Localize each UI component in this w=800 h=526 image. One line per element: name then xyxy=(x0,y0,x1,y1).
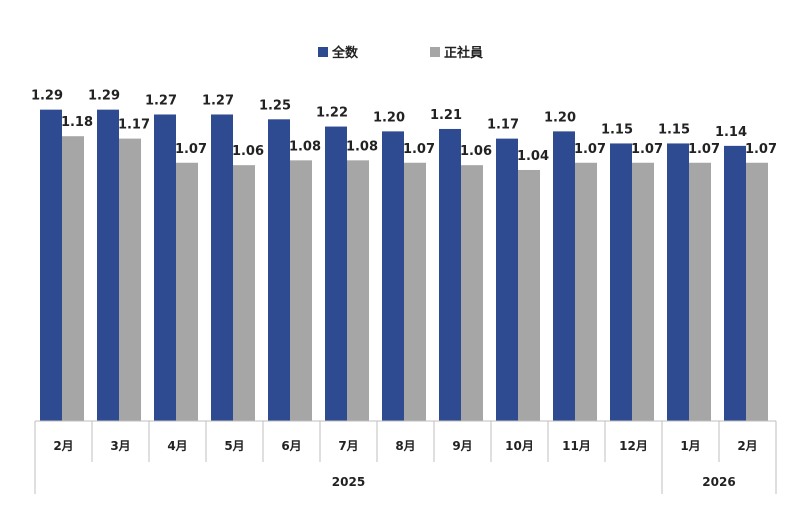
data-label-all: 1.22 xyxy=(316,106,348,121)
bars xyxy=(40,109,768,421)
x-tick-label: 7月 xyxy=(338,439,358,453)
bar-all xyxy=(382,131,404,421)
x-tick-label: 5月 xyxy=(224,439,244,453)
bar-all xyxy=(154,114,176,421)
bar-all xyxy=(667,143,689,421)
year-label: 2026 xyxy=(702,475,735,489)
bar-labels: 1.29 1.18 1.29 1.17 1.27 1.07 1.27 1.06 1.25 1.08… xyxy=(31,89,777,164)
bar-regular xyxy=(461,165,483,421)
data-label-all: 1.15 xyxy=(601,122,633,137)
bar-regular xyxy=(62,136,84,421)
data-label-all: 1.20 xyxy=(544,110,576,125)
bar-regular xyxy=(575,162,597,421)
data-label-all: 1.21 xyxy=(430,108,462,123)
bar-regular xyxy=(632,162,654,421)
bar-regular xyxy=(119,138,141,421)
data-label-regular: 1.07 xyxy=(403,142,435,157)
legend-item-all: 全数 xyxy=(318,45,359,61)
data-label-regular: 1.07 xyxy=(688,142,720,157)
bar-all xyxy=(97,109,119,421)
year-label: 2025 xyxy=(332,475,365,489)
data-label-all: 1.17 xyxy=(487,118,519,133)
data-label-all: 1.27 xyxy=(145,93,177,108)
bar-all xyxy=(40,109,62,421)
data-label-all: 1.25 xyxy=(259,98,291,113)
legend-label-regular: 正社員 xyxy=(444,45,483,61)
bar-all xyxy=(610,143,632,421)
bar-regular xyxy=(290,160,312,421)
x-tick-label: 8月 xyxy=(395,439,415,453)
legend: 全数 正社員 xyxy=(318,45,483,61)
data-label-all: 1.29 xyxy=(88,89,120,104)
bar-regular xyxy=(746,162,768,421)
legend-item-regular: 正社員 xyxy=(430,45,483,61)
data-label-all: 1.15 xyxy=(658,122,690,137)
bar-all xyxy=(439,128,461,421)
data-label-regular: 1.06 xyxy=(232,144,264,159)
legend-swatch-regular xyxy=(430,47,440,57)
data-label-regular: 1.18 xyxy=(61,115,93,130)
data-label-regular: 1.07 xyxy=(631,142,663,157)
data-label-all: 1.14 xyxy=(715,125,747,140)
bar-regular xyxy=(233,165,255,421)
x-tick-label: 6月 xyxy=(281,439,301,453)
bar-all xyxy=(211,114,233,421)
bar-regular xyxy=(347,160,369,421)
legend-swatch-all xyxy=(318,47,328,57)
data-label-all: 1.20 xyxy=(373,110,405,125)
x-axis: 2月 3月 4月 5月 6月 7月 8月 9月 10月 11月 12月 1月 2月 2025 2026 xyxy=(34,420,777,494)
bar-regular xyxy=(689,162,711,421)
bar-all xyxy=(553,131,575,421)
x-tick-label: 10月 xyxy=(505,439,534,453)
x-tick-label: 9月 xyxy=(452,439,472,453)
data-label-all: 1.29 xyxy=(31,89,63,104)
data-label-regular: 1.08 xyxy=(289,139,321,154)
data-label-regular: 1.07 xyxy=(574,142,606,157)
data-label-regular: 1.07 xyxy=(745,142,777,157)
bar-all xyxy=(268,119,290,421)
x-tick-label: 4月 xyxy=(167,439,187,453)
x-tick-label: 1月 xyxy=(680,439,700,453)
x-tick-label: 2月 xyxy=(53,439,73,453)
legend-label-all: 全数 xyxy=(331,45,359,61)
bar-all xyxy=(724,145,746,421)
x-tick-label: 11月 xyxy=(562,439,591,453)
data-label-regular: 1.08 xyxy=(346,139,378,154)
x-tick-label: 3月 xyxy=(110,439,130,453)
bar-regular xyxy=(176,162,198,421)
bar-regular xyxy=(404,162,426,421)
x-tick-label: 12月 xyxy=(619,439,648,453)
bar-all xyxy=(496,138,518,421)
data-label-regular: 1.06 xyxy=(460,144,492,159)
bar-regular xyxy=(518,169,540,421)
data-label-all: 1.27 xyxy=(202,93,234,108)
bar-all xyxy=(325,126,347,421)
data-label-regular: 1.07 xyxy=(175,142,207,157)
data-label-regular: 1.17 xyxy=(118,118,150,133)
x-tick-label: 2月 xyxy=(737,439,757,453)
data-label-regular: 1.04 xyxy=(517,149,549,164)
